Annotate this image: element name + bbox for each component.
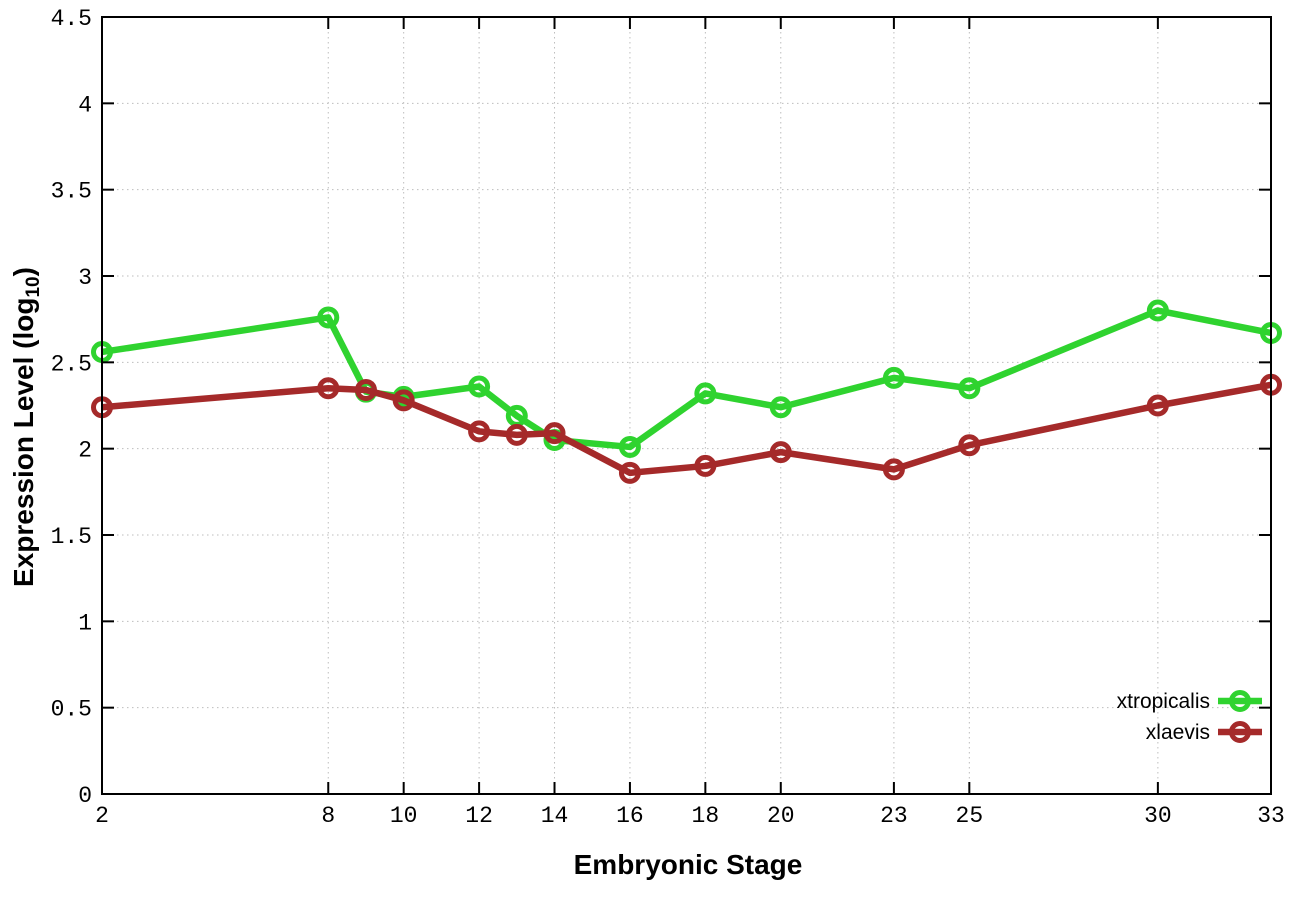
series-xtropicalis-marker bbox=[1146, 299, 1169, 322]
tick-label-layer: 2 8 10 12 14 16 18 20 23 25 30 33 0 0.5 1 1.5 2 2.5 3 3.5 4 4… bbox=[51, 6, 1285, 829]
series-xlaevis-marker bbox=[958, 434, 981, 457]
series-xlaevis-marker bbox=[505, 423, 528, 446]
x-tick-label: 30 bbox=[1144, 803, 1172, 829]
series-xlaevis-marker bbox=[882, 458, 905, 481]
series-xtropicalis-marker bbox=[694, 382, 717, 405]
y-tick-label: 3 bbox=[78, 265, 92, 291]
series-xlaevis-marker bbox=[618, 461, 641, 484]
y-tick-label: 1.5 bbox=[51, 524, 92, 550]
plot-border bbox=[101, 16, 1272, 795]
legend-marker-xlaevis bbox=[1229, 721, 1251, 743]
x-tick-label: 20 bbox=[767, 803, 795, 829]
x-tick-label: 2 bbox=[95, 803, 109, 829]
x-tick-label: 8 bbox=[321, 803, 335, 829]
legend-label-xlaevis: xlaevis bbox=[1146, 721, 1210, 744]
legend-marker-xtropicalis bbox=[1229, 690, 1251, 712]
y-tick-label: 1 bbox=[78, 610, 92, 636]
series-xlaevis-marker bbox=[317, 377, 340, 400]
x-axis-title: Embryonic Stage bbox=[574, 849, 803, 880]
legend-label-xtropicalis: xtropicalis bbox=[1117, 690, 1210, 713]
x-tick-label: 25 bbox=[956, 803, 984, 829]
y-tick-label: 3.5 bbox=[51, 179, 92, 205]
series-xlaevis-marker bbox=[769, 441, 792, 464]
series-xtropicalis-marker bbox=[317, 306, 340, 329]
y-tick-label: 2.5 bbox=[51, 351, 92, 377]
series-xtropicalis-line bbox=[101, 307, 1272, 451]
series-xtropicalis-marker bbox=[468, 375, 491, 398]
series-xlaevis-line bbox=[101, 381, 1272, 477]
series-xlaevis-marker bbox=[1146, 394, 1169, 417]
series-xtropicalis-marker bbox=[958, 377, 981, 400]
legend: xtropicalis xlaevis bbox=[1117, 690, 1262, 744]
y-tick-label: 2 bbox=[78, 438, 92, 464]
series-xlaevis-marker bbox=[354, 378, 377, 401]
series-layer bbox=[91, 299, 1282, 484]
plot-border-layer bbox=[101, 16, 1272, 795]
y-tick-label: 0.5 bbox=[51, 697, 92, 723]
x-tick-label: 12 bbox=[465, 803, 493, 829]
y-tick-label: 0 bbox=[78, 783, 92, 809]
series-xlaevis-marker bbox=[468, 420, 491, 443]
series-xlaevis-marker bbox=[543, 422, 566, 445]
x-tick-label: 10 bbox=[390, 803, 418, 829]
x-tick-label: 33 bbox=[1257, 803, 1285, 829]
series-xtropicalis-marker bbox=[769, 396, 792, 419]
x-tick-label: 14 bbox=[541, 803, 569, 829]
series-xlaevis-marker bbox=[694, 454, 717, 477]
series-xtropicalis-marker bbox=[882, 366, 905, 389]
series-xlaevis-marker bbox=[392, 389, 415, 412]
y-axis-title-text: Expression Level (log10) bbox=[8, 267, 44, 587]
series-xtropicalis-marker bbox=[618, 435, 641, 458]
y-tick-label: 4.5 bbox=[51, 6, 92, 32]
x-tick-label: 16 bbox=[616, 803, 644, 829]
y-axis-title: Expression Level (log10) bbox=[8, 267, 44, 587]
y-tick-label: 4 bbox=[78, 92, 92, 118]
x-tick-label: 23 bbox=[880, 803, 908, 829]
x-tick-label: 18 bbox=[692, 803, 720, 829]
